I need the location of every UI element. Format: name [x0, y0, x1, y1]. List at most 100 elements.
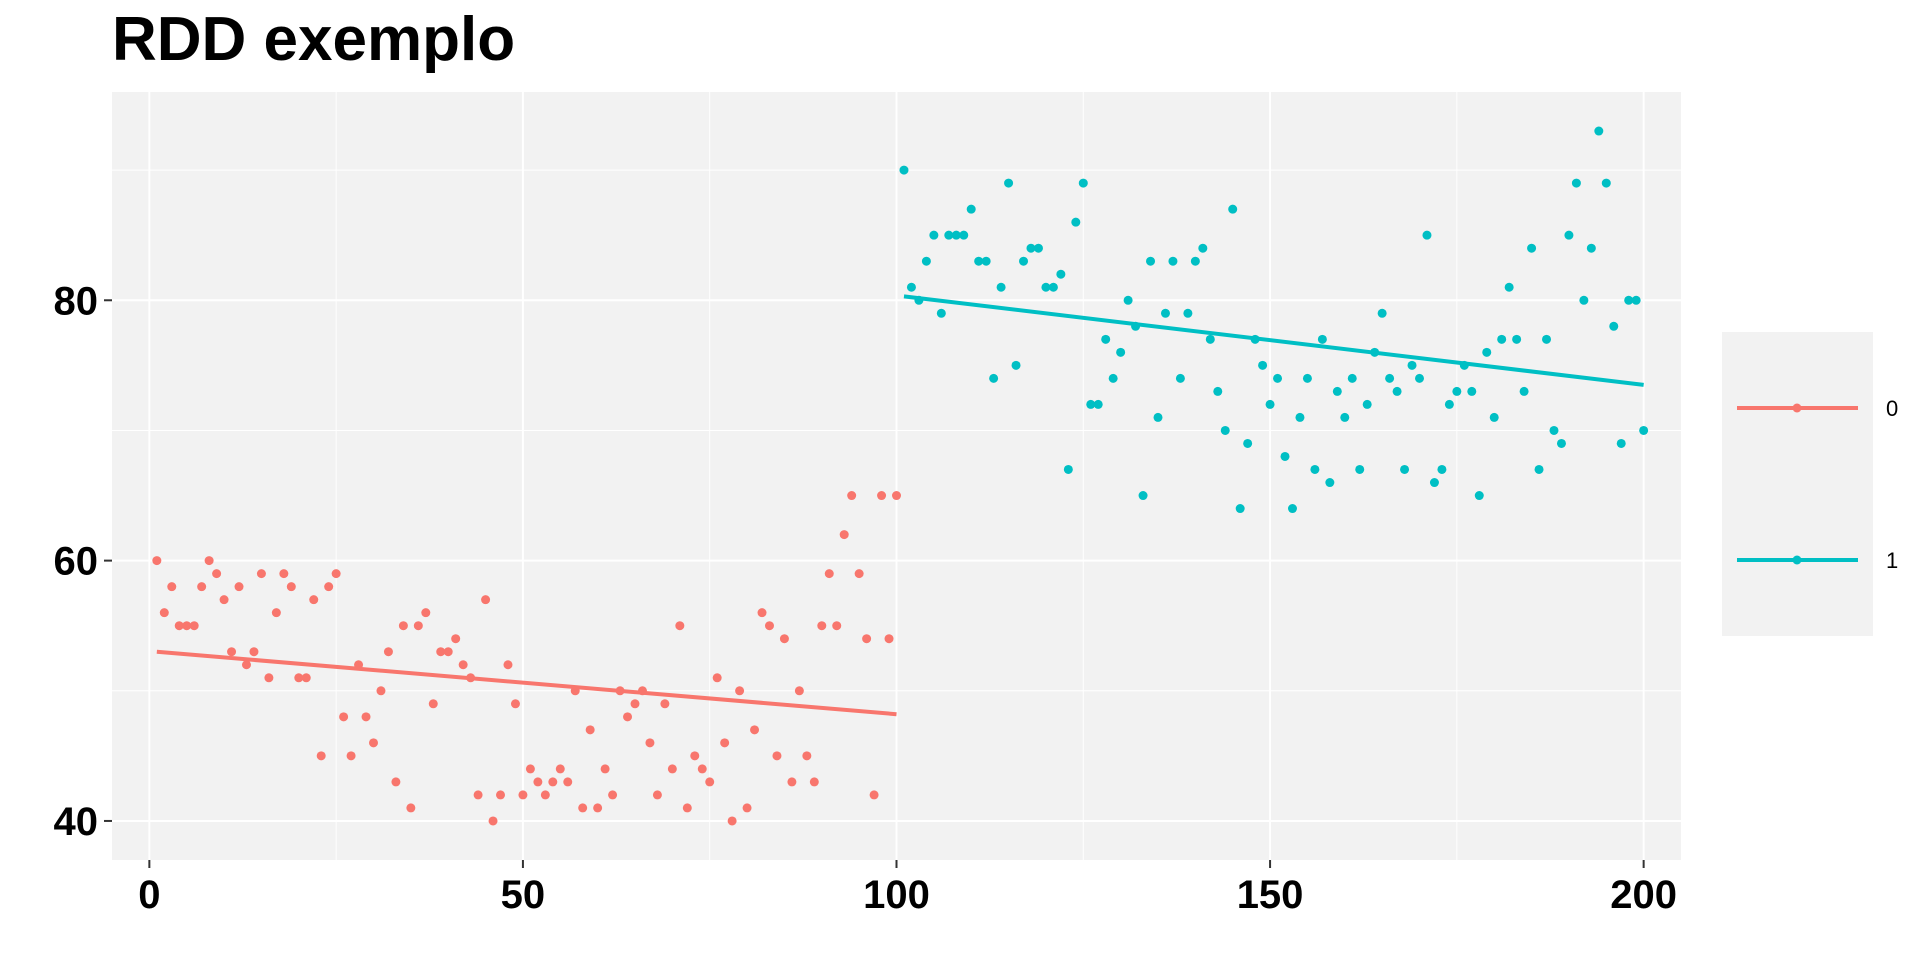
series-0-point — [555, 764, 565, 774]
series-1-point — [1250, 334, 1260, 344]
series-1-point — [1392, 386, 1402, 396]
series-0-point — [690, 751, 700, 761]
series-1-point — [1033, 243, 1043, 253]
series-1-point — [1497, 334, 1507, 344]
series-0-point — [735, 686, 745, 696]
series-1-point — [1235, 504, 1245, 514]
x-tick-label: 0 — [138, 873, 160, 917]
series-0-point — [862, 634, 872, 644]
series-1-point — [1400, 464, 1410, 474]
series-1-point — [1340, 412, 1350, 422]
series-0-point — [159, 608, 169, 618]
series-1-point — [1071, 217, 1081, 227]
series-1-point — [959, 230, 969, 240]
series-0-point — [219, 595, 229, 605]
series-0-point — [645, 738, 655, 748]
series-0-point — [877, 491, 887, 501]
series-1-point — [1474, 491, 1484, 501]
series-0-point — [294, 673, 304, 683]
series-0-point — [578, 803, 588, 813]
series-0-point — [346, 751, 356, 761]
series-0-point — [764, 621, 774, 631]
series-1-point — [1355, 464, 1365, 474]
series-0-point — [421, 608, 431, 618]
series-1-point — [914, 295, 924, 305]
series-1-point — [1527, 243, 1537, 253]
series-1-point — [1542, 334, 1552, 344]
series-1-point — [1228, 204, 1238, 214]
series-0-point — [510, 699, 520, 709]
series-1-point — [1482, 347, 1492, 357]
series-0-fit-line — [156, 649, 897, 717]
x-tick-label: 100 — [863, 873, 930, 917]
series-1-point — [1639, 425, 1649, 435]
series-0-point — [525, 764, 535, 774]
series-1-point — [996, 282, 1006, 292]
series-1-point — [1041, 282, 1051, 292]
series-0-point — [779, 634, 789, 644]
series-0-point — [234, 582, 244, 592]
series-1-point — [951, 230, 961, 240]
series-1-point — [1579, 295, 1589, 305]
series-0-point — [443, 647, 453, 657]
series-1-point — [1295, 412, 1305, 422]
series-1-point — [1056, 269, 1066, 279]
series-0-point — [369, 738, 378, 748]
series-1-point — [1243, 438, 1253, 448]
series-1-point — [936, 308, 946, 318]
series-1-point — [1571, 178, 1581, 188]
series-0-point — [540, 790, 550, 800]
series-1-point — [1459, 360, 1469, 370]
series-0-point — [892, 491, 901, 501]
series-0-point — [354, 660, 364, 670]
series-1-point — [1624, 295, 1634, 305]
series-0-point — [264, 673, 274, 683]
series-0-point — [249, 647, 259, 657]
series-0-point — [682, 803, 692, 813]
grid-major — [112, 92, 1681, 860]
series-0-point — [585, 725, 595, 735]
series-1-point — [1131, 321, 1141, 331]
series-1-point — [1601, 178, 1611, 188]
series-0-point — [503, 660, 513, 670]
series-1-point — [1534, 464, 1544, 474]
series-0-point — [309, 595, 319, 605]
series-1-point — [1019, 256, 1029, 266]
series-1-point — [1429, 478, 1439, 488]
series-0-point — [518, 790, 528, 800]
series-1-point — [1273, 373, 1283, 383]
series-0-point — [839, 530, 849, 540]
series-0-point — [757, 608, 767, 618]
series-0-point — [496, 790, 506, 800]
series-0-point — [316, 751, 326, 761]
series-1-point — [1138, 491, 1148, 501]
series-0-point — [481, 595, 491, 605]
series-0-point — [301, 673, 311, 683]
series-1-point — [1116, 347, 1126, 357]
series-0-point — [488, 816, 498, 826]
y-tick-labels: 40 60 80 — [54, 279, 99, 844]
series-1-point — [1160, 308, 1170, 318]
series-0-point — [167, 582, 177, 592]
axis-ticks — [104, 299, 1645, 868]
series-1-point — [1415, 373, 1424, 383]
series-0-point — [623, 712, 633, 722]
series-1-point — [1213, 386, 1223, 396]
series-0-point — [182, 621, 192, 631]
series-1-point — [966, 204, 976, 214]
series-0-point — [473, 790, 483, 800]
series-0-point — [697, 764, 707, 774]
series-1-point — [1556, 438, 1566, 448]
series-1-point — [1220, 425, 1230, 435]
fit-lines — [156, 294, 1644, 717]
series-0-point — [174, 621, 184, 631]
y-tick-label: 40 — [54, 800, 99, 844]
series-0-point — [720, 738, 730, 748]
series-0-point — [227, 647, 237, 657]
series-1-point — [1280, 451, 1290, 461]
series-1-point — [974, 256, 984, 266]
series-0-point — [705, 777, 715, 787]
series-1-point — [1153, 412, 1163, 422]
series-1-point — [1108, 373, 1118, 383]
series-0-point — [637, 686, 647, 696]
